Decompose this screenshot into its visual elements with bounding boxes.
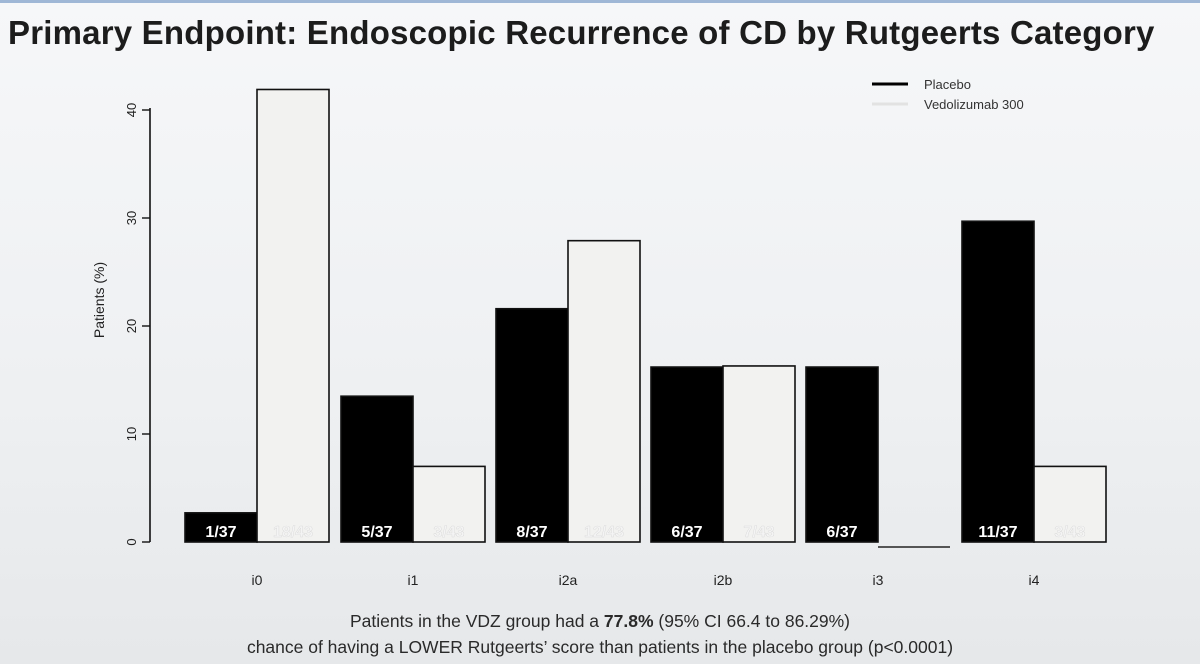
bar-placebo-i2a xyxy=(495,307,569,543)
data-label-vedolizumab-i4: 3/43 xyxy=(1054,524,1085,541)
x-tick-label-i4: i4 xyxy=(1029,572,1040,588)
bar-placebo-i2b xyxy=(650,366,724,543)
bar-vedolizumab-i0 xyxy=(256,88,330,543)
footnote-line-1: Patients in the VDZ group had a 77.8% (9… xyxy=(0,608,1200,634)
slide-title: Primary Endpoint: Endoscopic Recurrence … xyxy=(8,14,1155,51)
bar-placebo-i3 xyxy=(805,366,879,543)
y-tick-label: 20 xyxy=(124,319,139,333)
legend-label-placebo: Placebo xyxy=(924,77,971,92)
data-label-vedolizumab-i2b: 7/43 xyxy=(743,524,774,541)
x-tick-label-i2b: i2b xyxy=(714,572,733,588)
footnote-probability: 77.8% xyxy=(603,611,654,631)
y-tick-label: 40 xyxy=(124,103,139,117)
top-rule xyxy=(0,0,1200,3)
data-label-vedolizumab-i1: 3/43 xyxy=(433,524,464,541)
x-tick-label-i2a: i2a xyxy=(559,572,578,588)
data-label-vedolizumab-i0: 18/43 xyxy=(273,524,313,541)
footnote: Patients in the VDZ group had a 77.8% (9… xyxy=(0,608,1200,660)
x-tick-label-i1: i1 xyxy=(408,572,419,588)
bar-vedolizumab-i4 xyxy=(1033,465,1107,543)
x-tick-label-i0: i0 xyxy=(252,572,263,588)
y-tick-label: 30 xyxy=(124,211,139,225)
bar-vedolizumab-i2b xyxy=(722,365,796,543)
bar-chart: 0 10 20 30 40 Patients (%) 1/37 18/43 i0 5/37 3/43… xyxy=(91,77,1107,588)
data-label-placebo-i3: 6/37 xyxy=(826,524,857,541)
bar-placebo-i1 xyxy=(340,395,414,543)
y-tick-label: 10 xyxy=(124,427,139,441)
data-label-placebo-i2a: 8/37 xyxy=(516,524,547,541)
footnote-line-1-suffix: (95% CI 66.4 to 86.29%) xyxy=(653,611,851,631)
bar-placebo-i4 xyxy=(961,220,1035,543)
data-label-placebo-i4: 11/37 xyxy=(978,524,1017,541)
data-label-placebo-i0: 1/37 xyxy=(205,524,236,541)
legend-label-vedolizumab: Vedolizumab 300 xyxy=(924,97,1024,112)
data-label-placebo-i2b: 6/37 xyxy=(671,524,702,541)
data-label-vedolizumab-i2a: 12/43 xyxy=(584,524,624,541)
y-tick-label: 0 xyxy=(124,538,139,545)
bar-vedolizumab-i1 xyxy=(412,465,486,543)
y-axis-label: Patients (%) xyxy=(91,262,107,338)
bar-vedolizumab-i2a xyxy=(567,239,641,543)
x-tick-label-i3: i3 xyxy=(873,572,884,588)
data-label-placebo-i1: 5/37 xyxy=(361,524,392,541)
footnote-line-2: chance of having a LOWER Rutgeerts’ scor… xyxy=(246,637,954,657)
footnote-line-1-prefix: Patients in the VDZ group had a xyxy=(349,611,604,631)
